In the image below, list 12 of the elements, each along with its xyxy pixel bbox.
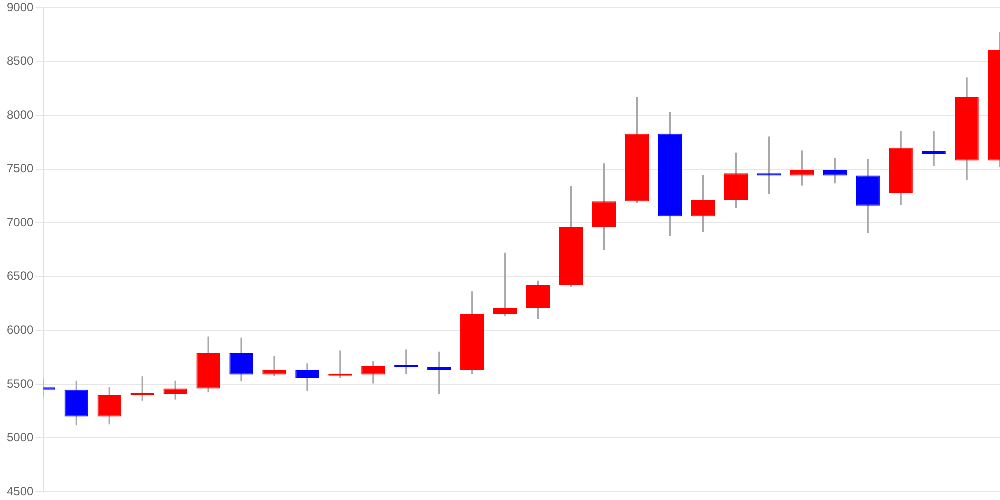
- y-tick-label: 8500: [6, 54, 34, 68]
- y-tick-label: 5500: [6, 376, 34, 391]
- candlestick: [262, 356, 286, 376]
- y-tick-label: 6000: [6, 322, 34, 337]
- candlestick: [922, 131, 946, 166]
- y-tick-label: 6500: [6, 269, 34, 284]
- y-tick-label: 5000: [6, 430, 34, 445]
- y-tick-label: 7500: [6, 162, 34, 176]
- y-tick-label: 4500: [6, 484, 34, 498]
- y-tick-label: 8000: [6, 108, 34, 122]
- y-tick-label: 7000: [6, 215, 34, 230]
- y-tick-label: 9000: [6, 0, 34, 14]
